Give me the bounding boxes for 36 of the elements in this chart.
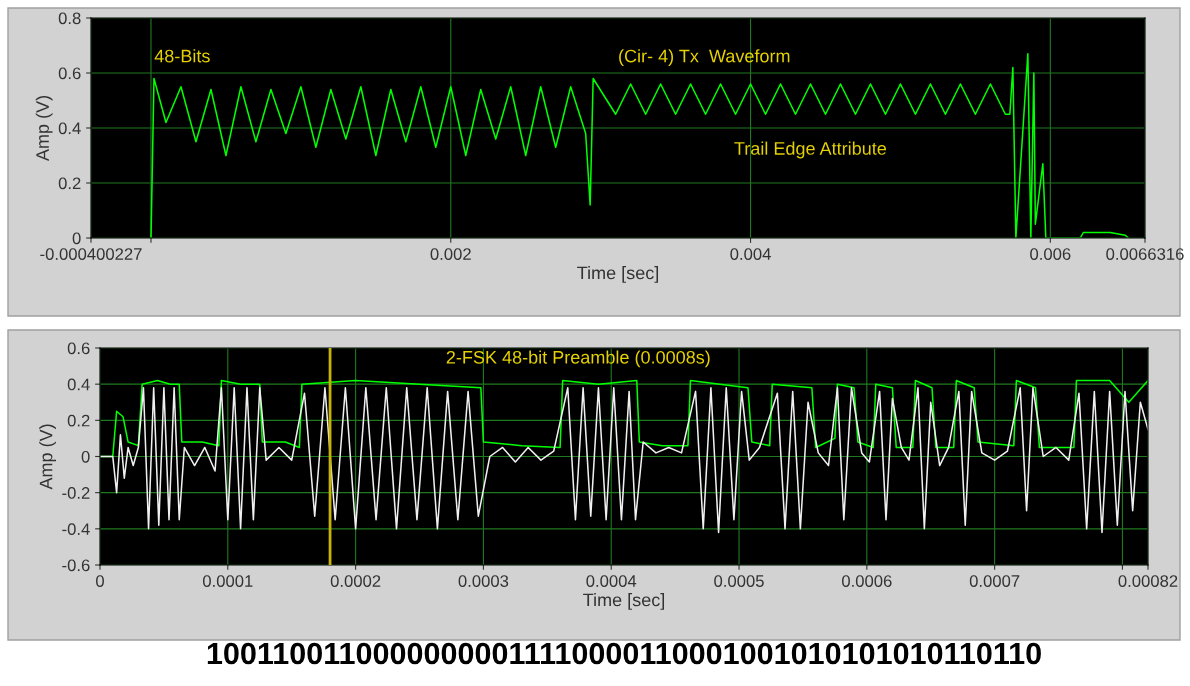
- x-axis-title: Time [sec]: [577, 266, 659, 283]
- y-tick-label: 0.4: [58, 122, 81, 135]
- x-tick-label: 0.0005: [714, 575, 764, 587]
- y-tick-label: 0.2: [67, 414, 90, 427]
- x-tick-label: 0.0006: [841, 575, 892, 587]
- y-tick-label: 0.4: [67, 378, 90, 391]
- y-tick-label: -0.4: [62, 523, 90, 536]
- x-tick-label: 0: [96, 575, 104, 587]
- annotation: 48-Bits: [154, 49, 210, 63]
- y-tick-label: -0.6: [62, 559, 90, 572]
- x-axis-title: Time [sec]: [583, 593, 665, 610]
- x-tick-label: 0.0002: [330, 575, 381, 587]
- x-tick-label: 0.0004: [586, 575, 637, 587]
- x-tick-label: 0.006: [1030, 248, 1071, 260]
- y-tick-label: 0.2: [58, 177, 81, 190]
- y-axis-title: Amp (V): [39, 424, 57, 490]
- y-tick-label: 0.6: [67, 342, 90, 355]
- x-tick-label: 0.00082: [1118, 575, 1178, 587]
- x-tick-label: 0.0003: [458, 575, 509, 587]
- x-tick-label: 0.0007: [969, 575, 1020, 587]
- x-tick-label: 0.002: [430, 248, 471, 260]
- annotation: Trail Edge Attribute: [734, 141, 887, 159]
- y-tick-label: 0: [72, 232, 81, 245]
- y-tick-label: -0.2: [62, 487, 90, 499]
- x-tick-label: -0.000400227: [40, 248, 142, 260]
- text: 10011001100000000011110000110001001010101010110110: [207, 642, 1041, 665]
- y-axis-title: Amp (V): [35, 96, 53, 162]
- x-tick-label: 0.0001: [202, 575, 253, 587]
- y-tick-label: 0.6: [58, 67, 81, 80]
- annotation: (Cir- 4) Tx Waveform: [619, 49, 790, 67]
- annotation: 2-FSK 48-bit Preamble (0.0008s): [446, 350, 710, 368]
- line-series: [100, 387, 1148, 534]
- y-tick-label: 0: [81, 450, 90, 463]
- y-tick-label: 0.8: [58, 12, 81, 25]
- x-tick-label: 0.004: [730, 248, 771, 260]
- x-tick-label: 0.0066316: [1106, 248, 1184, 260]
